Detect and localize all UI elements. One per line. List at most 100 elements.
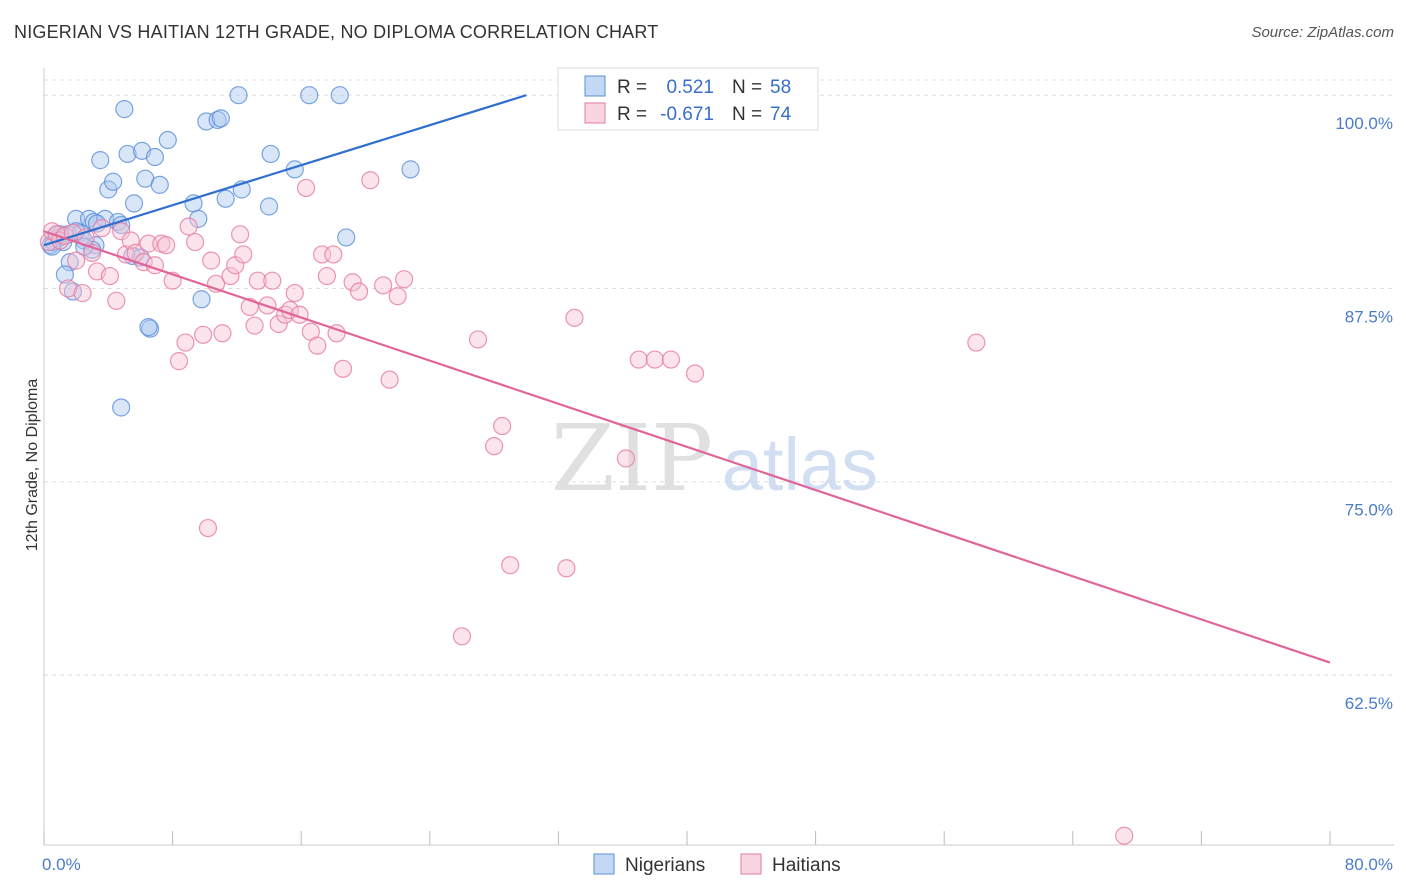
legend-swatch	[584, 75, 606, 97]
haitian-point	[213, 324, 232, 343]
nigerian-point	[150, 175, 169, 194]
nigerian-point	[55, 265, 74, 284]
nigerian-point	[259, 197, 279, 216]
haitian-point	[565, 308, 584, 327]
haitian-point	[179, 217, 198, 236]
series-legend-label: Nigerians	[625, 855, 705, 876]
x-tick-label: 0.0%	[42, 855, 81, 874]
haitian-point	[349, 282, 369, 301]
watermark: ZIP atlas	[551, 405, 878, 512]
nigerian-point	[139, 317, 158, 337]
haitian-point	[169, 352, 189, 371]
nigerian-point	[112, 398, 131, 417]
haitian-point	[194, 325, 213, 344]
haitian-point	[374, 276, 393, 295]
x-tick-label: 80.0%	[1345, 855, 1393, 874]
haitian-point	[234, 245, 253, 264]
haitian-point	[324, 245, 343, 264]
nigerian-point	[192, 290, 211, 309]
haitian-point	[285, 283, 304, 303]
legend-n-label: N =	[732, 104, 762, 125]
series-legend-swatch	[740, 853, 762, 875]
haitian-point	[67, 251, 86, 270]
haitian-point	[176, 333, 195, 352]
nigerian-point	[104, 172, 123, 191]
y-tick-label: 87.5%	[1345, 307, 1393, 326]
haitian-point	[452, 627, 472, 646]
haitian-trend-line	[43, 230, 1331, 664]
haitian-point	[1115, 826, 1134, 845]
nigerian-point	[91, 151, 110, 170]
haitian-point	[557, 559, 576, 578]
haitian-point	[308, 336, 327, 355]
x-tick-labels: 0.0% 80.0%	[42, 855, 1393, 874]
legend-r-value: 0.521	[666, 77, 714, 98]
nigerian-point	[229, 86, 248, 105]
haitian-point	[629, 350, 648, 369]
haitian-point	[202, 251, 221, 270]
haitian-point	[388, 287, 407, 306]
trend-lines	[43, 94, 1331, 664]
legend-n-value: 74	[770, 104, 792, 125]
y-tick-label: 100.0%	[1335, 114, 1393, 133]
series-legend-label: Haitians	[772, 855, 841, 876]
haitian-point	[73, 283, 92, 303]
chart-title: NIGERIAN VS HAITIAN 12TH GRADE, NO DIPLO…	[14, 22, 659, 42]
haitian-point	[107, 291, 126, 310]
data-points	[39, 86, 1134, 845]
nigerian-point	[115, 100, 134, 119]
haitian-point	[248, 271, 267, 290]
chart-source: Source: ZipAtlas.com	[1251, 24, 1394, 41]
nigerian-point	[211, 109, 230, 128]
nigerian-point	[118, 144, 137, 164]
nigerian-point	[261, 144, 280, 164]
legend-swatch	[584, 102, 606, 124]
haitian-point	[59, 279, 78, 298]
haitian-point	[112, 222, 131, 241]
axes	[43, 68, 1394, 846]
haitian-point	[394, 270, 414, 289]
haitian-point	[198, 518, 218, 538]
haitian-point	[645, 350, 664, 369]
haitian-point	[245, 316, 264, 335]
gridlines	[44, 79, 1394, 676]
haitian-point	[361, 171, 380, 190]
legend-n-label: N =	[732, 77, 762, 98]
series-legend-swatch	[593, 853, 615, 875]
haitian-point	[269, 314, 288, 334]
haitian-point	[501, 556, 520, 575]
y-tick-label: 62.5%	[1345, 694, 1393, 713]
y-tick-label: 75.0%	[1345, 501, 1393, 520]
watermark-atlas: atlas	[722, 423, 878, 506]
nigerian-point	[216, 189, 235, 208]
nigerian-point	[337, 228, 356, 247]
nigerian-point	[189, 209, 208, 228]
series-legend: Nigerians Haitians	[593, 853, 841, 876]
haitian-point	[231, 225, 250, 244]
haitian-point	[485, 437, 504, 456]
haitian-point	[685, 364, 705, 383]
legend-n-value: 58	[770, 77, 791, 98]
haitian-point	[967, 333, 986, 352]
nigerian-trend-line	[43, 94, 527, 247]
nigerian-point	[145, 147, 165, 167]
nigerian-point	[158, 130, 177, 150]
haitian-point	[380, 370, 399, 389]
watermark-zip: ZIP	[551, 405, 713, 512]
haitian-point	[139, 234, 158, 253]
legend-r-value: -0.671	[660, 104, 714, 125]
haitian-point	[100, 266, 120, 286]
nigerian-point	[330, 86, 349, 105]
y-tick-labels: 100.0% 87.5% 75.0% 62.5%	[1335, 114, 1393, 713]
legend-r-label: R =	[617, 104, 647, 125]
legend-r-label: R =	[617, 77, 647, 98]
haitian-point	[333, 359, 353, 378]
haitian-point	[317, 266, 337, 286]
haitian-point	[221, 266, 240, 286]
haitian-point	[343, 273, 362, 292]
haitian-point	[616, 449, 636, 468]
haitian-point	[661, 350, 681, 369]
haitian-point	[296, 178, 316, 198]
nigerian-point	[67, 209, 86, 228]
haitian-point	[493, 416, 512, 436]
